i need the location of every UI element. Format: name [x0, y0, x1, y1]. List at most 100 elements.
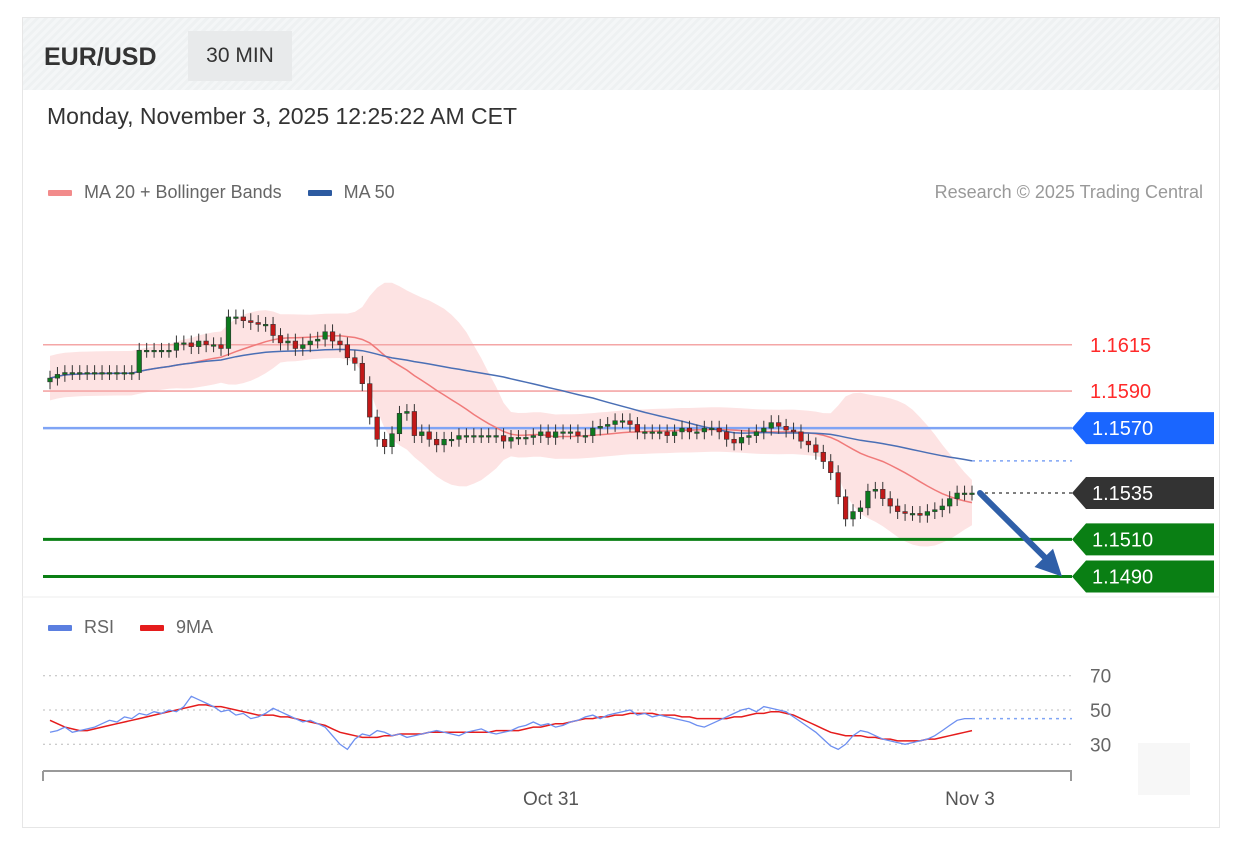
candle-body — [255, 322, 261, 325]
candle — [486, 428, 492, 443]
candle — [850, 504, 856, 527]
candle-body — [880, 489, 886, 499]
candle — [121, 365, 127, 380]
candle-body — [233, 316, 239, 319]
candle-body — [835, 472, 841, 498]
candle — [828, 454, 834, 481]
candle — [352, 350, 358, 371]
candle-body — [434, 438, 440, 446]
candle — [129, 365, 135, 380]
candle-body — [441, 438, 447, 446]
level-1-1590-label: 1.1590 — [1090, 381, 1151, 403]
candle — [54, 367, 61, 386]
candle-body — [248, 320, 254, 323]
candle — [783, 418, 789, 438]
candle-body — [471, 435, 477, 438]
candle-body — [724, 431, 730, 440]
rsi-line — [49, 695, 972, 751]
candle — [553, 424, 559, 445]
candle — [411, 404, 417, 443]
candle-body — [790, 429, 797, 433]
rsi-panel: 70 50 30 Oct 31 Nov 3 — [42, 667, 1111, 810]
candle-body — [701, 427, 707, 433]
candle-body — [344, 344, 351, 359]
candle — [857, 500, 864, 519]
candle-body — [924, 511, 930, 516]
candle-body — [203, 340, 209, 346]
legend-rsi: RSI — [48, 617, 114, 638]
candle — [619, 413, 626, 429]
legend-swatch — [140, 624, 165, 631]
candle-body — [463, 435, 469, 438]
candle — [493, 428, 499, 443]
candle — [225, 309, 232, 356]
candle — [545, 424, 551, 445]
candle-body — [768, 422, 774, 429]
candle — [263, 316, 269, 332]
rsi-tick-label: 50 — [1090, 701, 1111, 722]
candle — [508, 430, 514, 449]
candle-body — [820, 451, 826, 462]
candle — [218, 337, 224, 356]
candle-body — [746, 435, 752, 438]
candle-body — [865, 490, 871, 509]
candle — [731, 431, 737, 451]
x-tick-label: Nov 3 — [945, 789, 995, 810]
candle-body — [500, 435, 507, 442]
candle — [634, 417, 641, 440]
candle — [842, 489, 849, 527]
x-tick-label: Oct 31 — [523, 789, 579, 810]
forecast-arrow-head — [1034, 548, 1062, 577]
timeframe-badge[interactable]: 30 MIN — [188, 31, 292, 81]
candle-body — [582, 435, 588, 438]
candle-body — [776, 422, 782, 427]
forecast-arrow-shaft — [977, 490, 1055, 568]
candle — [463, 428, 469, 443]
candle-body — [99, 372, 105, 375]
candle — [210, 337, 217, 353]
candle-body — [106, 372, 113, 375]
candle — [248, 313, 254, 330]
candle — [315, 331, 321, 349]
candle-body — [642, 431, 648, 434]
candle — [969, 485, 975, 501]
candle-body — [404, 411, 410, 414]
candle-body — [419, 431, 425, 436]
candle-body — [478, 435, 484, 438]
candle-body — [381, 438, 388, 448]
candle-body — [716, 427, 722, 433]
candle-body — [181, 342, 187, 345]
candle-body — [47, 377, 53, 383]
candle-body — [54, 374, 61, 379]
candle-body — [285, 340, 291, 344]
candle-body — [857, 507, 864, 512]
candle-body — [158, 350, 165, 353]
candle — [649, 424, 655, 440]
candle-body — [649, 431, 655, 434]
candle-body — [627, 420, 633, 425]
candle-body — [292, 340, 298, 349]
candle — [939, 498, 945, 518]
candle-body — [374, 416, 380, 440]
candle — [47, 370, 53, 390]
candle-body — [939, 505, 945, 511]
candle-body — [805, 440, 812, 446]
candle — [233, 309, 239, 325]
candle — [567, 424, 574, 440]
candle — [701, 420, 707, 440]
candle — [738, 430, 745, 451]
candle-body — [188, 342, 194, 347]
candle-body — [389, 433, 395, 448]
candle — [136, 342, 142, 380]
candle — [709, 420, 715, 436]
candle — [158, 342, 165, 358]
level-1-1570-badge — [1072, 412, 1214, 445]
candle — [954, 485, 960, 507]
candle-body — [671, 431, 678, 436]
candle-body — [315, 338, 321, 342]
candle-body — [69, 372, 75, 375]
candle — [805, 433, 812, 453]
candle-body — [456, 435, 462, 440]
candle — [597, 418, 603, 436]
candle-body — [694, 431, 700, 434]
